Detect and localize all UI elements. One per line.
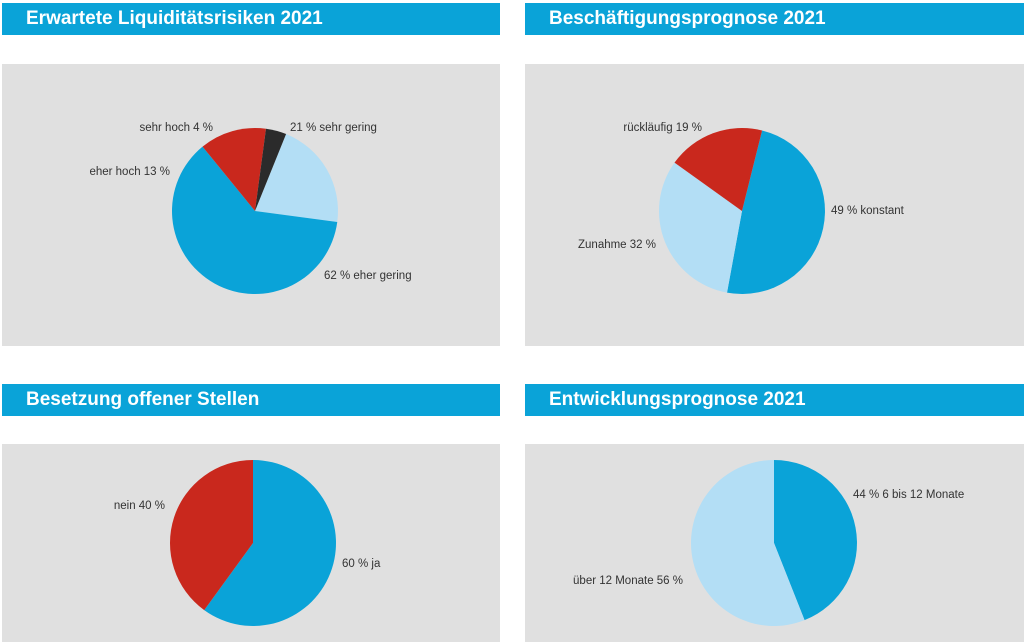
pie-slice-rückläufig	[674, 128, 763, 211]
data-label: 49 % konstant	[831, 205, 905, 217]
pie-slice-konstant	[727, 130, 825, 294]
data-label: rückläufig 19 %	[623, 122, 702, 134]
pie-slice-eher-hoch	[202, 128, 266, 211]
pie-chart-liquiditaetsrisiken: 21 % sehr gering 62 % eher gering eher hoc…	[89, 122, 412, 294]
data-label: sehr hoch 4 %	[139, 122, 213, 134]
pie-slice-sehr-gering	[255, 134, 338, 222]
data-label: 60 % ja	[342, 558, 381, 570]
data-label: über 12 Monate 56 %	[573, 575, 683, 587]
data-label: 44 % 6 bis 12 Monate	[853, 489, 964, 501]
pie-slice-zunahme	[658, 162, 742, 293]
chart-title: Erwartete Liquiditätsrisiken 2021	[2, 3, 500, 35]
chart-title: Beschäftigungsprognose 2021	[525, 3, 1024, 35]
pie-chart-beschaeftigungsprognose: 49 % konstant Zunahme 32 % rückläufig 19 %	[578, 122, 905, 294]
chart-panel-beschaeftigungsprognose: 49 % konstant Zunahme 32 % rückläufig 19 %	[525, 64, 1024, 346]
data-label: 21 % sehr gering	[290, 122, 377, 134]
data-label: nein 40 %	[114, 500, 165, 512]
pie-slice-6-bis-12-monate	[774, 460, 857, 621]
pie-chart-entwicklungsprognose: 44 % 6 bis 12 Monate über 12 Monate 56 %	[573, 460, 964, 626]
data-label: Zunahme 32 %	[578, 239, 656, 251]
data-label: eher hoch 13 %	[89, 166, 170, 178]
chart-title: Besetzung offener Stellen	[2, 384, 500, 416]
chart-panel-liquiditaetsrisiken: 21 % sehr gering 62 % eher gering eher hoc…	[2, 64, 500, 346]
data-label: 62 % eher gering	[324, 270, 412, 282]
pie-slice-ja	[204, 460, 336, 626]
chart-title: Entwicklungsprognose 2021	[525, 384, 1024, 416]
pie-slice-nein	[169, 460, 253, 611]
pie-slice-eher-gering	[171, 146, 338, 294]
chart-panel-entwicklungsprognose: 44 % 6 bis 12 Monate über 12 Monate 56 %	[525, 444, 1024, 642]
pie-chart-offene-stellen: 60 % ja nein 40 %	[114, 460, 381, 626]
pie-slice-sehr-hoch	[255, 128, 287, 211]
pie-slice-über-12-monate	[690, 460, 805, 626]
chart-panel-offene-stellen: 60 % ja nein 40 %	[2, 444, 500, 642]
